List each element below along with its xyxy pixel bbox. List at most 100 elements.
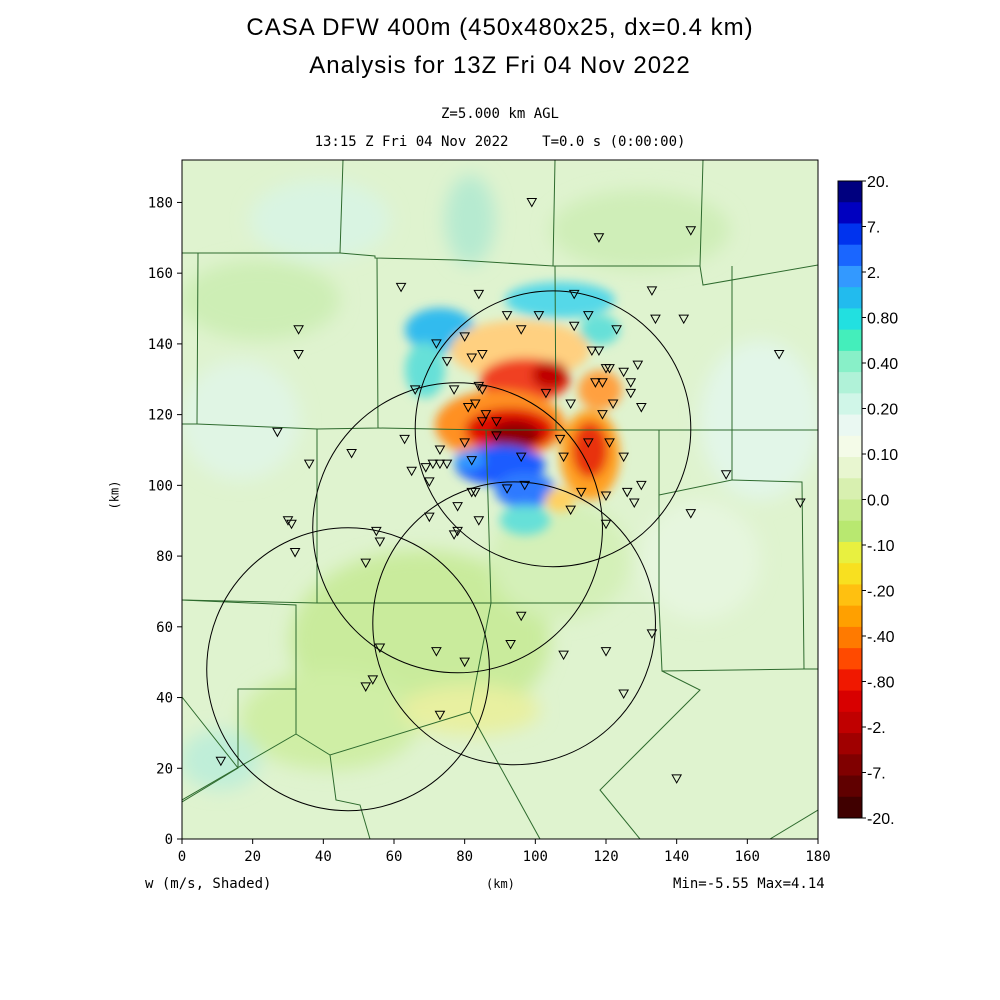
colorbar-swatch xyxy=(838,669,862,692)
colorbar-label: 7. xyxy=(867,220,880,237)
station-marker xyxy=(540,388,552,399)
station-marker xyxy=(473,289,485,300)
level-label: Z=5.000 km AGL xyxy=(440,106,559,122)
station-marker xyxy=(671,774,683,784)
colorbar-swatch xyxy=(838,393,862,416)
colorbar-swatch xyxy=(838,775,862,798)
colorbar-swatch xyxy=(838,520,862,543)
colorbar-swatch xyxy=(838,244,862,267)
colorbar-swatch xyxy=(838,329,862,352)
x-tick-label: 160 xyxy=(735,849,760,865)
station-marker xyxy=(360,558,372,569)
station-marker xyxy=(293,350,304,360)
colorbar-label: 0.10 xyxy=(867,447,898,464)
min-max-label: Min=-5.55 Max=4.14 xyxy=(673,876,825,892)
station-marker xyxy=(431,647,442,657)
colorbar-swatch xyxy=(838,435,862,458)
colorbar-swatch xyxy=(838,563,862,585)
station-marker xyxy=(370,526,382,537)
station-marker xyxy=(568,289,580,300)
station-marker xyxy=(600,647,612,657)
station-marker xyxy=(427,459,439,470)
colorbar-label: -7. xyxy=(867,766,886,783)
colorbar-swatch xyxy=(838,584,862,607)
y-tick-label: 140 xyxy=(148,337,173,353)
colorbar-swatch xyxy=(838,414,862,437)
station-marker xyxy=(565,505,577,516)
colorbar-swatch xyxy=(838,202,862,224)
colorbar-swatch xyxy=(838,372,862,394)
station-marker xyxy=(409,385,421,395)
plot-frame xyxy=(181,159,819,840)
station-marker xyxy=(434,710,446,721)
station-marker xyxy=(441,357,453,367)
radar-ring-3 xyxy=(206,527,490,812)
station-marker xyxy=(582,438,594,448)
station-marker xyxy=(491,417,502,427)
x-axis-label: (km) xyxy=(486,877,515,891)
station-marker xyxy=(794,498,806,509)
station-marker xyxy=(466,487,478,498)
colorbar-swatch xyxy=(838,457,862,479)
station-marker xyxy=(600,364,612,374)
county-boundaries xyxy=(182,160,818,839)
x-tick-label: 20 xyxy=(244,849,261,865)
station-marker xyxy=(420,463,432,473)
station-marker xyxy=(632,360,644,371)
station-marker xyxy=(448,530,460,540)
colorbar-swatch xyxy=(838,626,862,649)
station-marker xyxy=(625,388,637,399)
station-marker xyxy=(646,286,658,296)
station-marker xyxy=(374,537,386,547)
station-marker xyxy=(618,367,630,378)
station-marker xyxy=(720,470,732,480)
station-marker xyxy=(459,657,471,668)
colorbar-label: 0.0 xyxy=(867,493,889,510)
station-marker xyxy=(586,346,598,356)
station-marker xyxy=(621,487,633,498)
station-marker xyxy=(459,438,471,448)
colorbar-swatch xyxy=(838,711,862,734)
colorbar-swatch xyxy=(838,308,862,331)
station-marker xyxy=(367,675,379,685)
colorbar-swatch xyxy=(838,287,862,309)
station-marker xyxy=(441,459,453,470)
colorbar-label: -20. xyxy=(867,811,895,828)
valid-time-label: 13:15 Z Fri 04 Nov 2022 T=0.0 s (0:00:00… xyxy=(314,134,686,150)
colorbar-label: -.20 xyxy=(867,584,895,601)
colorbar-label: -.40 xyxy=(867,629,895,646)
station-marker xyxy=(635,403,647,413)
field-layer xyxy=(182,160,818,839)
y-tick-label: 120 xyxy=(148,408,173,424)
station-marker xyxy=(289,548,301,558)
station-marker xyxy=(533,311,545,321)
colorbar-swatch xyxy=(838,181,862,203)
x-tick-label: 180 xyxy=(805,849,830,865)
x-tick-label: 40 xyxy=(315,849,332,865)
station-marker xyxy=(459,332,471,342)
x-tick-label: 80 xyxy=(456,849,473,865)
station-marker xyxy=(600,519,612,530)
station-marker xyxy=(554,434,566,445)
y-tick-label: 100 xyxy=(148,478,173,494)
station-marker xyxy=(590,378,601,388)
station-marker xyxy=(399,434,410,445)
colorbar-swatch xyxy=(838,541,862,564)
x-tick-label: 100 xyxy=(523,849,548,865)
station-marker xyxy=(462,403,474,413)
colorbar-label: -.80 xyxy=(867,675,895,692)
x-tick-label: 120 xyxy=(593,849,618,865)
y-tick-label: 80 xyxy=(156,549,173,565)
y-axis-label: (km) xyxy=(107,480,122,510)
station-marker xyxy=(476,385,488,395)
station-marker xyxy=(406,466,418,477)
station-marker xyxy=(466,456,478,466)
x-tick-label: 0 xyxy=(178,849,186,865)
station-marker xyxy=(593,346,605,356)
colorbar-swatch xyxy=(838,223,862,246)
station-marker xyxy=(434,445,446,456)
station-marker xyxy=(773,350,785,360)
colorbar-swatch xyxy=(838,478,862,500)
station-marker xyxy=(293,325,304,335)
station-marker xyxy=(526,197,538,208)
